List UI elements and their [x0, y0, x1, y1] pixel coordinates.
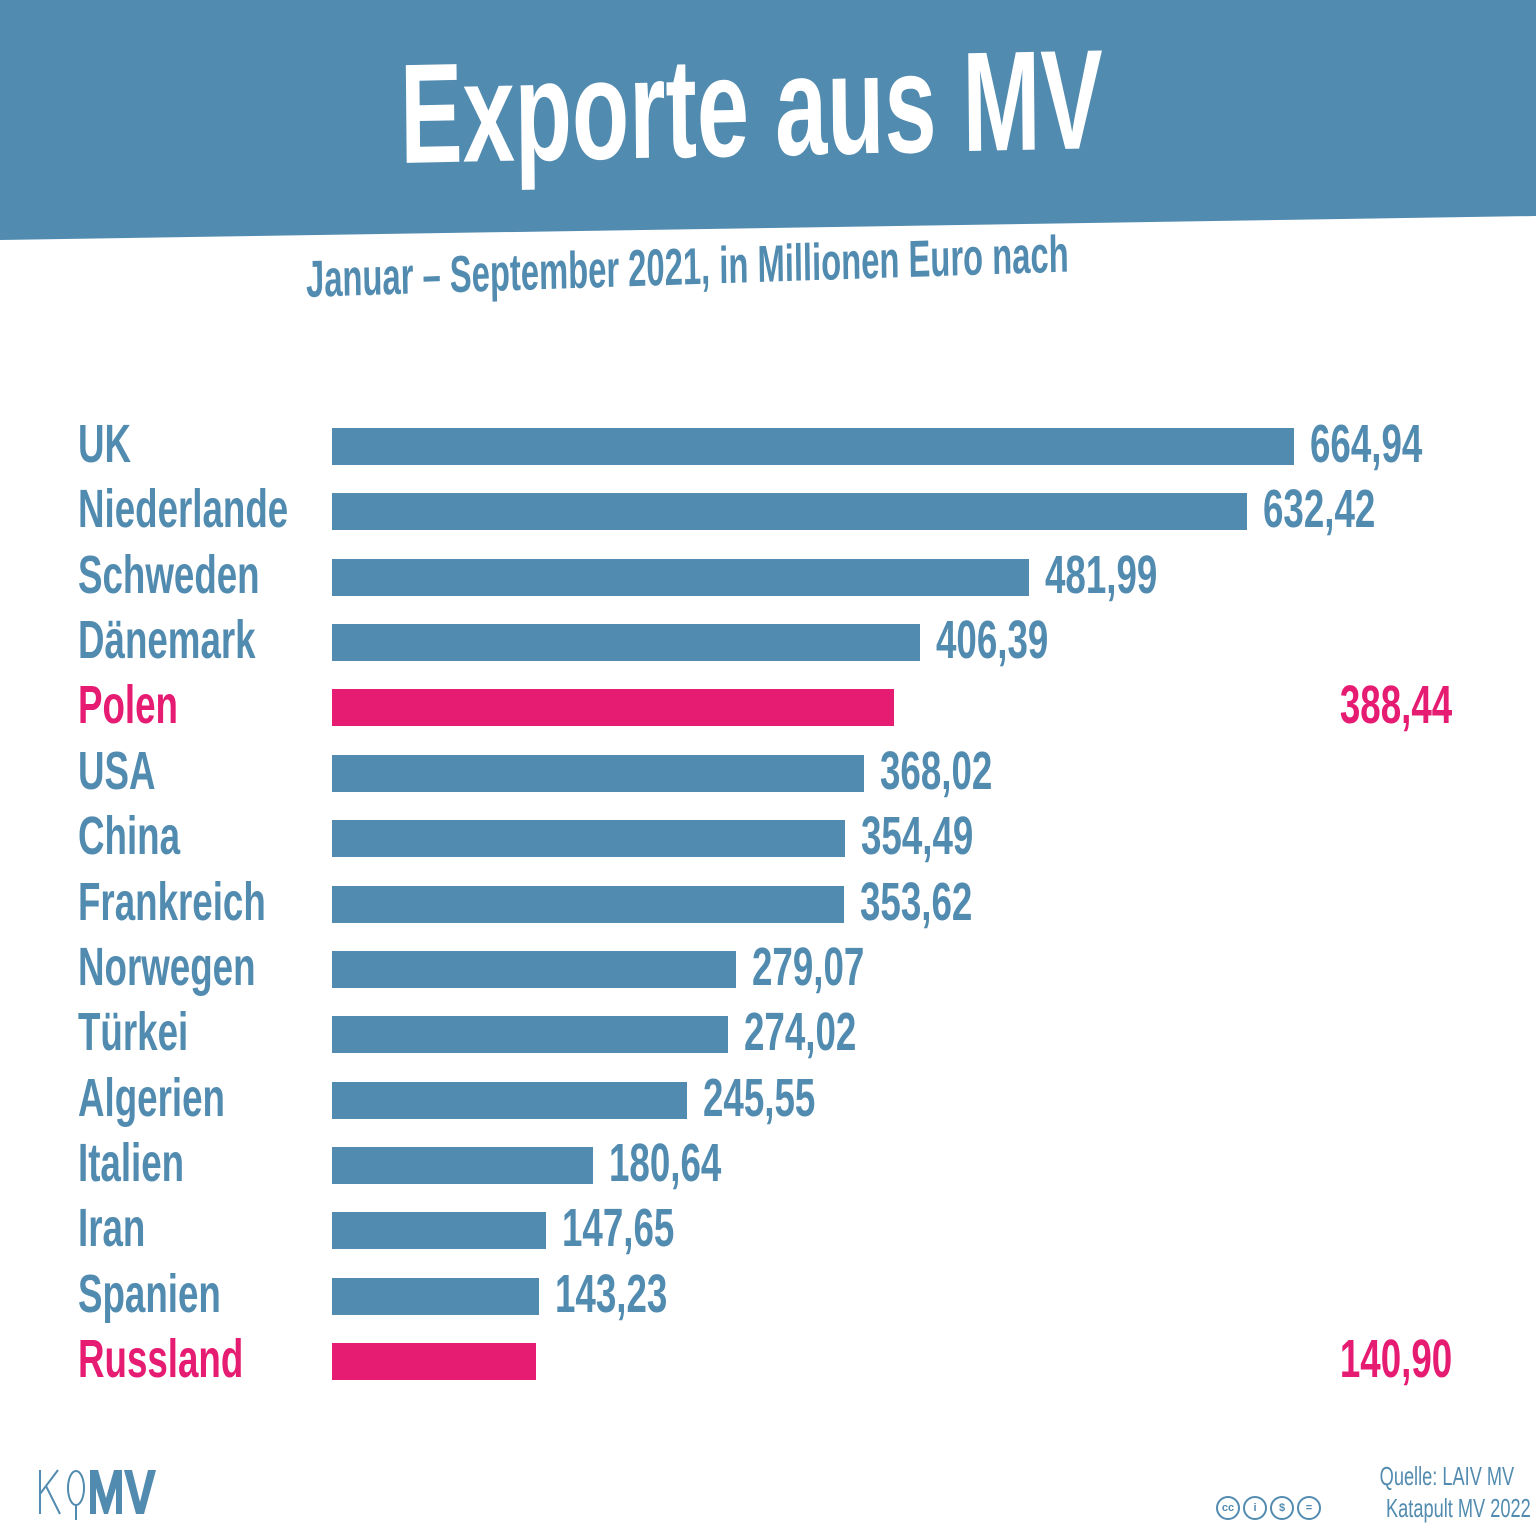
- category-label: Algerien: [78, 1067, 225, 1128]
- category-label: UK: [78, 414, 132, 474]
- value-label: 245,55: [703, 1067, 816, 1128]
- bar-spanien: [332, 1277, 540, 1315]
- value-label: 147,65: [561, 1198, 674, 1259]
- category-label: Norwegen: [78, 936, 256, 997]
- value-label: 354,49: [860, 806, 974, 867]
- category-label: Türkei: [78, 1002, 189, 1063]
- category-label: Niederlande: [78, 479, 289, 540]
- kmv-logo: [38, 1468, 168, 1527]
- value-label: 274,02: [744, 1002, 857, 1063]
- category-label: Italien: [78, 1132, 185, 1193]
- bar-china: [332, 820, 845, 858]
- category-label: Polen: [78, 675, 178, 736]
- value-label: 279,07: [751, 936, 865, 997]
- bar-frankreich: [332, 885, 844, 923]
- value-label: 143,23: [555, 1263, 668, 1324]
- category-label: Dänemark: [78, 610, 256, 671]
- category-label: Frankreich: [78, 871, 266, 932]
- category-label: Russland: [78, 1329, 244, 1390]
- category-label: Schweden: [78, 544, 260, 605]
- header-banner: [0, 0, 1536, 240]
- value-label: 481,99: [1045, 544, 1158, 605]
- bar-russland: [332, 1343, 536, 1381]
- bar-schweden: [332, 558, 1030, 596]
- cc-icon: cc: [1216, 1496, 1240, 1520]
- value-label: 368,02: [880, 740, 993, 801]
- bar-italien: [332, 1146, 594, 1184]
- bar-norwegen: [332, 950, 736, 988]
- copyright-text: Katapult MV 2022: [1386, 1493, 1531, 1523]
- category-label: USA: [78, 740, 156, 801]
- source-block: Quelle: LAIV MV cc i $ = Katapult MV 202…: [1216, 1460, 1531, 1524]
- nc-icon: $: [1270, 1496, 1294, 1520]
- bar-dänemark: [332, 624, 920, 662]
- category-label: Spanien: [78, 1263, 221, 1324]
- value-label: 632,42: [1262, 479, 1376, 540]
- bar-usa: [332, 754, 865, 792]
- nd-icon: =: [1297, 1496, 1321, 1520]
- by-icon: i: [1243, 1496, 1267, 1520]
- value-label: 180,64: [609, 1132, 722, 1193]
- value-label: 353,62: [859, 871, 972, 932]
- bar-niederlande: [332, 493, 1247, 531]
- value-label: 140,90: [1339, 1329, 1452, 1390]
- bar-iran: [332, 1212, 546, 1250]
- bar-türkei: [332, 1016, 729, 1054]
- value-label: 406,39: [935, 610, 1049, 671]
- value-label: 388,44: [1339, 675, 1452, 736]
- value-label: 664,94: [1310, 414, 1423, 474]
- category-label: Iran: [78, 1198, 146, 1259]
- bar-algerien: [332, 1081, 688, 1119]
- bar-polen: [332, 689, 894, 727]
- bar-uk: [332, 428, 1294, 465]
- category-label: China: [78, 806, 181, 867]
- source-text: Quelle: LAIV MV: [1379, 1461, 1514, 1491]
